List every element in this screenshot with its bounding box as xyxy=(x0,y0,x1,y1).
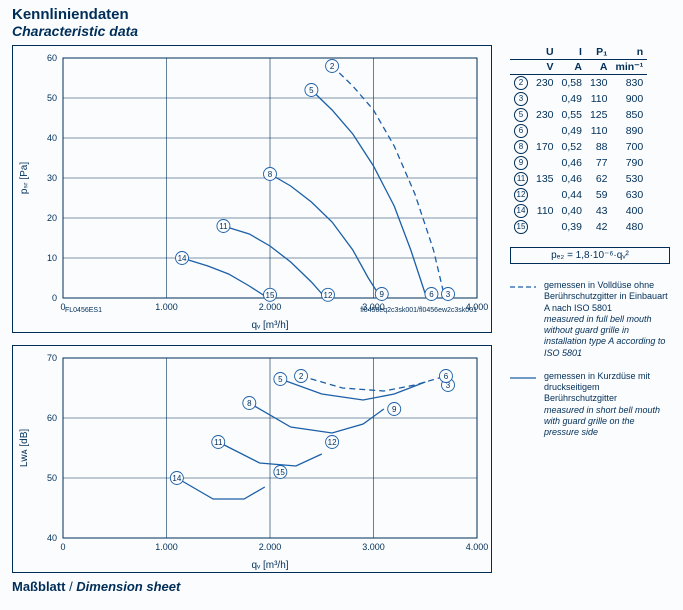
svg-text:6: 6 xyxy=(429,290,434,299)
characteristic-table: U I P₁ n V A A min⁻¹ 22300,5813083030,49… xyxy=(510,45,647,235)
table-row: 22300,58130830 xyxy=(510,75,647,92)
th-min: min⁻¹ xyxy=(612,60,648,75)
svg-text:10: 10 xyxy=(47,253,57,263)
legend: gemessen in Volldüse ohne Berührschutzgi… xyxy=(510,280,670,438)
svg-text:50: 50 xyxy=(47,93,57,103)
table-row: 141100,4043400 xyxy=(510,203,647,219)
legend-solid-de: gemessen in Kurzdüse mit druckseitigem B… xyxy=(544,371,650,404)
svg-text:20: 20 xyxy=(47,213,57,223)
table-row: 81700,5288700 xyxy=(510,139,647,155)
svg-text:Lᴡᴀ [dB]: Lᴡᴀ [dB] xyxy=(19,429,30,468)
svg-text:0: 0 xyxy=(52,293,57,303)
title-de: Kennliniendaten xyxy=(12,6,671,23)
svg-text:FL0456ES1: FL0456ES1 xyxy=(65,307,102,314)
legend-dashed-de: gemessen in Volldüse ohne Berührschutzgi… xyxy=(544,280,668,313)
svg-text:12: 12 xyxy=(328,438,337,447)
svg-text:40: 40 xyxy=(47,133,57,143)
table-row: 60,49110890 xyxy=(510,123,647,139)
th-A2: A xyxy=(586,60,612,75)
svg-text:6: 6 xyxy=(444,372,449,381)
th-A1: A xyxy=(558,60,586,75)
th-V: V xyxy=(532,60,558,75)
table-row: 52300,55125850 xyxy=(510,107,647,123)
svg-text:pₛᵣ [Pa]: pₛᵣ [Pa] xyxy=(19,162,30,194)
svg-text:5: 5 xyxy=(309,86,314,95)
svg-text:15: 15 xyxy=(276,468,285,477)
svg-text:8: 8 xyxy=(268,170,273,179)
table-row: 111350,4662530 xyxy=(510,171,647,187)
table-row: 30,49110900 xyxy=(510,91,647,107)
table-row: 90,4677790 xyxy=(510,155,647,171)
svg-text:0: 0 xyxy=(60,542,65,552)
svg-text:9: 9 xyxy=(380,290,385,299)
legend-solid-en: measured in short bell mouth with guard … xyxy=(544,405,660,438)
svg-text:9: 9 xyxy=(392,405,397,414)
th-n: n xyxy=(612,45,648,60)
svg-text:15: 15 xyxy=(266,291,275,300)
th-P: P₁ xyxy=(586,45,612,60)
pressure-chart: 01.0002.0003.0004.0000102030405060qᵥ [m³… xyxy=(12,45,492,333)
th-U: U xyxy=(532,45,558,60)
svg-text:50: 50 xyxy=(47,473,57,483)
svg-text:14: 14 xyxy=(172,474,181,483)
svg-text:8: 8 xyxy=(247,399,252,408)
svg-text:qᵥ [m³/h]: qᵥ [m³/h] xyxy=(251,560,288,571)
legend-dashed-en: measured in full bell mouth without guar… xyxy=(544,314,665,358)
svg-text:2: 2 xyxy=(299,372,304,381)
title-en: Characteristic data xyxy=(12,23,671,39)
svg-text:2: 2 xyxy=(330,62,335,71)
svg-text:11: 11 xyxy=(214,438,223,447)
svg-text:60: 60 xyxy=(47,413,57,423)
svg-text:2.000: 2.000 xyxy=(259,302,282,312)
formula: pₑ₂ = 1,8·10⁻⁶·qᵥ² xyxy=(510,247,670,264)
footer: Maßblatt / Dimension sheet xyxy=(12,579,671,594)
svg-text:60: 60 xyxy=(47,53,57,63)
svg-text:12: 12 xyxy=(324,291,333,300)
svg-text:1.000: 1.000 xyxy=(155,302,178,312)
svg-text:fl0456eq2c3sk001/fl0456ew2c3sk: fl0456eq2c3sk001/fl0456ew2c3sk001 xyxy=(360,307,477,314)
sound-chart: 0 1.000 2.000 3.000 4.000 40 50 60 70 qᵥ [m³/h] Lᴡ… xyxy=(12,345,492,573)
svg-text:11: 11 xyxy=(219,222,228,231)
table-row: 150,3942480 xyxy=(510,219,647,235)
th-I: I xyxy=(558,45,586,60)
svg-text:qᵥ [m³/h]: qᵥ [m³/h] xyxy=(251,320,288,331)
svg-text:2.000: 2.000 xyxy=(259,542,282,552)
svg-text:1.000: 1.000 xyxy=(155,542,178,552)
svg-text:14: 14 xyxy=(178,254,187,263)
svg-text:30: 30 xyxy=(47,173,57,183)
svg-text:5: 5 xyxy=(278,375,283,384)
svg-text:40: 40 xyxy=(47,533,57,543)
svg-text:3: 3 xyxy=(446,290,451,299)
svg-text:70: 70 xyxy=(47,353,57,363)
svg-text:3.000: 3.000 xyxy=(362,542,385,552)
table-row: 120,4459630 xyxy=(510,187,647,203)
svg-text:4.000: 4.000 xyxy=(466,542,489,552)
